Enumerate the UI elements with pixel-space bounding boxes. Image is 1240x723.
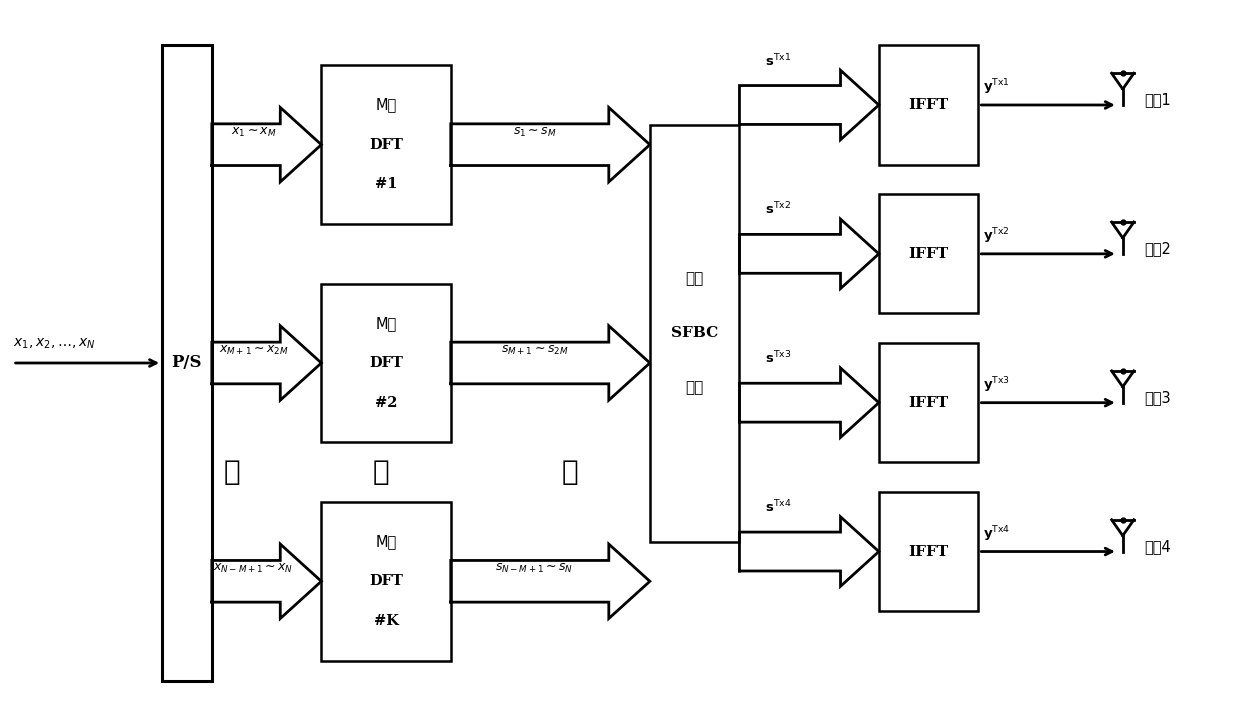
Bar — [879, 492, 978, 611]
Bar — [321, 65, 451, 224]
Polygon shape — [739, 219, 879, 288]
Bar — [879, 343, 978, 462]
Text: 天线2: 天线2 — [1145, 241, 1172, 257]
Text: M点: M点 — [376, 534, 397, 549]
Text: ⋮: ⋮ — [562, 458, 579, 486]
Text: $\mathbf{y}^{\mathrm{Tx2}}$: $\mathbf{y}^{\mathrm{Tx2}}$ — [983, 226, 1011, 246]
Text: $s_{M+1}\sim s_{2M}$: $s_{M+1}\sim s_{2M}$ — [501, 344, 568, 357]
Polygon shape — [739, 517, 879, 586]
Text: 编码: 编码 — [686, 380, 704, 395]
Text: $x_{M+1}\sim x_{2M}$: $x_{M+1}\sim x_{2M}$ — [218, 344, 288, 357]
Text: $x_{N-M+1}\sim x_N$: $x_{N-M+1}\sim x_N$ — [213, 562, 294, 576]
Text: $\mathbf{s}^{\mathrm{Tx4}}$: $\mathbf{s}^{\mathrm{Tx4}}$ — [765, 499, 791, 515]
Bar — [879, 46, 978, 165]
Polygon shape — [212, 108, 321, 182]
Bar — [162, 46, 212, 680]
Text: DFT: DFT — [370, 574, 403, 589]
Text: IFFT: IFFT — [909, 98, 949, 112]
Text: $\mathbf{y}^{\mathrm{Tx3}}$: $\mathbf{y}^{\mathrm{Tx3}}$ — [983, 375, 1011, 395]
Text: #1: #1 — [374, 177, 397, 192]
Text: 天线1: 天线1 — [1145, 93, 1172, 108]
Text: $x_1,x_2,\ldots,x_N$: $x_1,x_2,\ldots,x_N$ — [12, 337, 95, 351]
Text: 天线3: 天线3 — [1145, 390, 1172, 405]
Text: IFFT: IFFT — [909, 544, 949, 559]
Bar — [321, 502, 451, 661]
Text: #K: #K — [373, 614, 398, 628]
Polygon shape — [212, 326, 321, 401]
Text: 天线4: 天线4 — [1145, 539, 1172, 554]
Polygon shape — [451, 326, 650, 401]
Text: P/S: P/S — [171, 354, 202, 372]
Text: M点: M点 — [376, 316, 397, 331]
Text: DFT: DFT — [370, 356, 403, 370]
Bar — [879, 194, 978, 313]
Bar — [650, 125, 739, 542]
Text: DFT: DFT — [370, 137, 403, 152]
Text: $\mathbf{s}^{\mathrm{Tx2}}$: $\mathbf{s}^{\mathrm{Tx2}}$ — [765, 201, 791, 218]
Bar — [321, 283, 451, 442]
Text: $x_1\sim x_M$: $x_1\sim x_M$ — [231, 126, 277, 139]
Polygon shape — [739, 70, 879, 140]
Text: $s_1\sim s_M$: $s_1\sim s_M$ — [512, 126, 557, 139]
Text: #2: #2 — [374, 395, 397, 410]
Text: M点: M点 — [376, 98, 397, 113]
Text: $\mathbf{s}^{\mathrm{Tx3}}$: $\mathbf{s}^{\mathrm{Tx3}}$ — [765, 350, 791, 367]
Polygon shape — [739, 368, 879, 437]
Text: SFBC: SFBC — [671, 326, 718, 341]
Text: $s_{N-M+1}\sim s_N$: $s_{N-M+1}\sim s_N$ — [495, 562, 573, 576]
Polygon shape — [212, 544, 321, 618]
Text: $\mathbf{y}^{\mathrm{Tx4}}$: $\mathbf{y}^{\mathrm{Tx4}}$ — [983, 524, 1011, 544]
Text: IFFT: IFFT — [909, 247, 949, 261]
Text: $\mathbf{y}^{\mathrm{Tx1}}$: $\mathbf{y}^{\mathrm{Tx1}}$ — [983, 77, 1011, 97]
Text: ⋮: ⋮ — [223, 458, 241, 486]
Text: 正交: 正交 — [686, 271, 704, 286]
Text: ⋮: ⋮ — [373, 458, 389, 486]
Polygon shape — [451, 108, 650, 182]
Polygon shape — [451, 544, 650, 618]
Text: IFFT: IFFT — [909, 395, 949, 410]
Text: $\mathbf{s}^{\mathrm{Tx1}}$: $\mathbf{s}^{\mathrm{Tx1}}$ — [765, 52, 791, 69]
